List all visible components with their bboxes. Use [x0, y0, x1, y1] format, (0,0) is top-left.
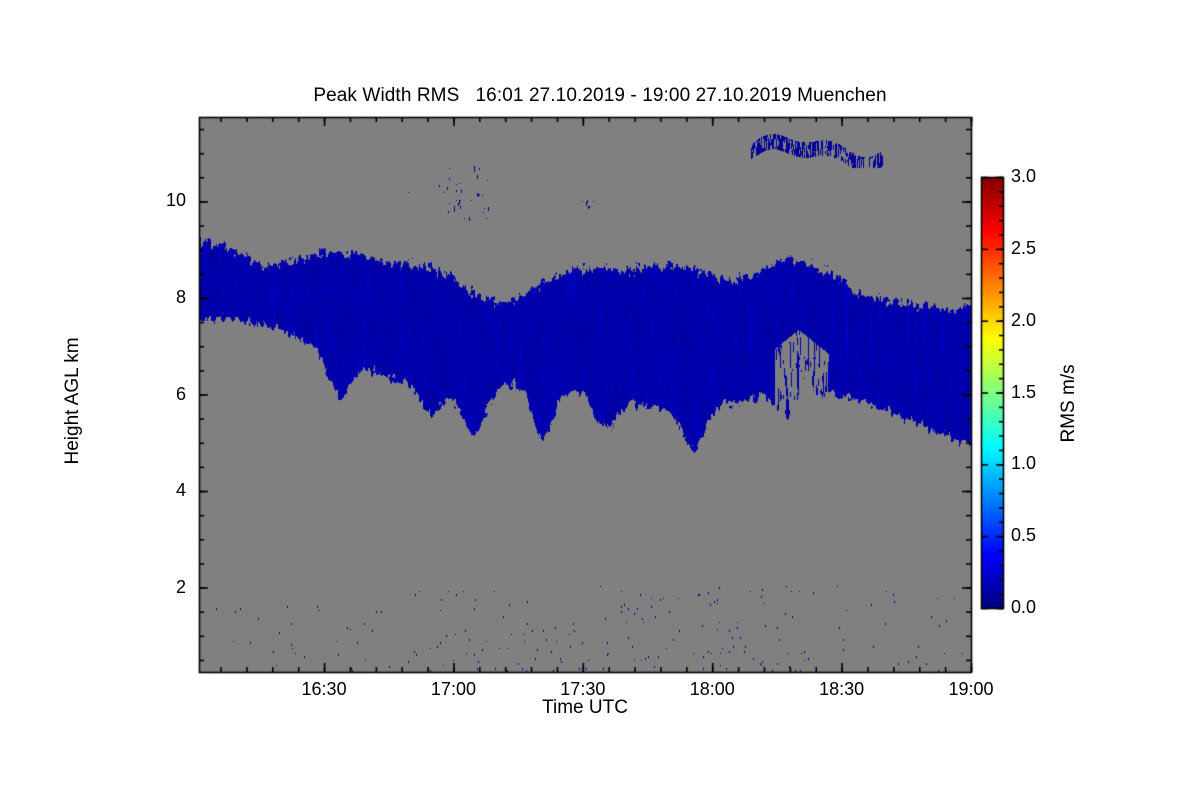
y-tick-label: 10: [165, 190, 186, 211]
y-tick-label: 2: [175, 576, 186, 597]
y-tick-label: 8: [175, 286, 186, 307]
x-axis-label: Time UTC: [542, 697, 628, 718]
x-tick-label: 18:00: [689, 679, 735, 699]
colorbar-tick-label: 0.5: [1011, 525, 1037, 546]
colorbar-tick-label: 1.5: [1011, 381, 1037, 402]
x-tick-label: 17:00: [430, 679, 476, 699]
x-tick-label: 16:30: [301, 679, 347, 699]
x-tick-label: 19:00: [948, 679, 994, 699]
colorbar-tick-label: 3.0: [1011, 166, 1037, 186]
x-tick-label: 17:30: [560, 679, 606, 699]
colorbar-label: RMS m/s: [1058, 364, 1079, 443]
colorbar-tick-label: 2.0: [1011, 309, 1037, 330]
x-tick-label: 18:30: [819, 679, 865, 699]
y-tick-label: 6: [175, 383, 186, 404]
y-axis-label: Height AGL km: [62, 337, 83, 465]
colorbar-tick-label: 2.5: [1011, 237, 1037, 258]
colorbar-tick-label: 0.0: [1011, 597, 1037, 617]
y-tick-label: 4: [175, 480, 186, 501]
page-title: Peak Width RMS 16:01 27.10.2019 - 19:00 …: [313, 85, 887, 106]
colorbar-tick-label: 1.0: [1011, 453, 1037, 474]
